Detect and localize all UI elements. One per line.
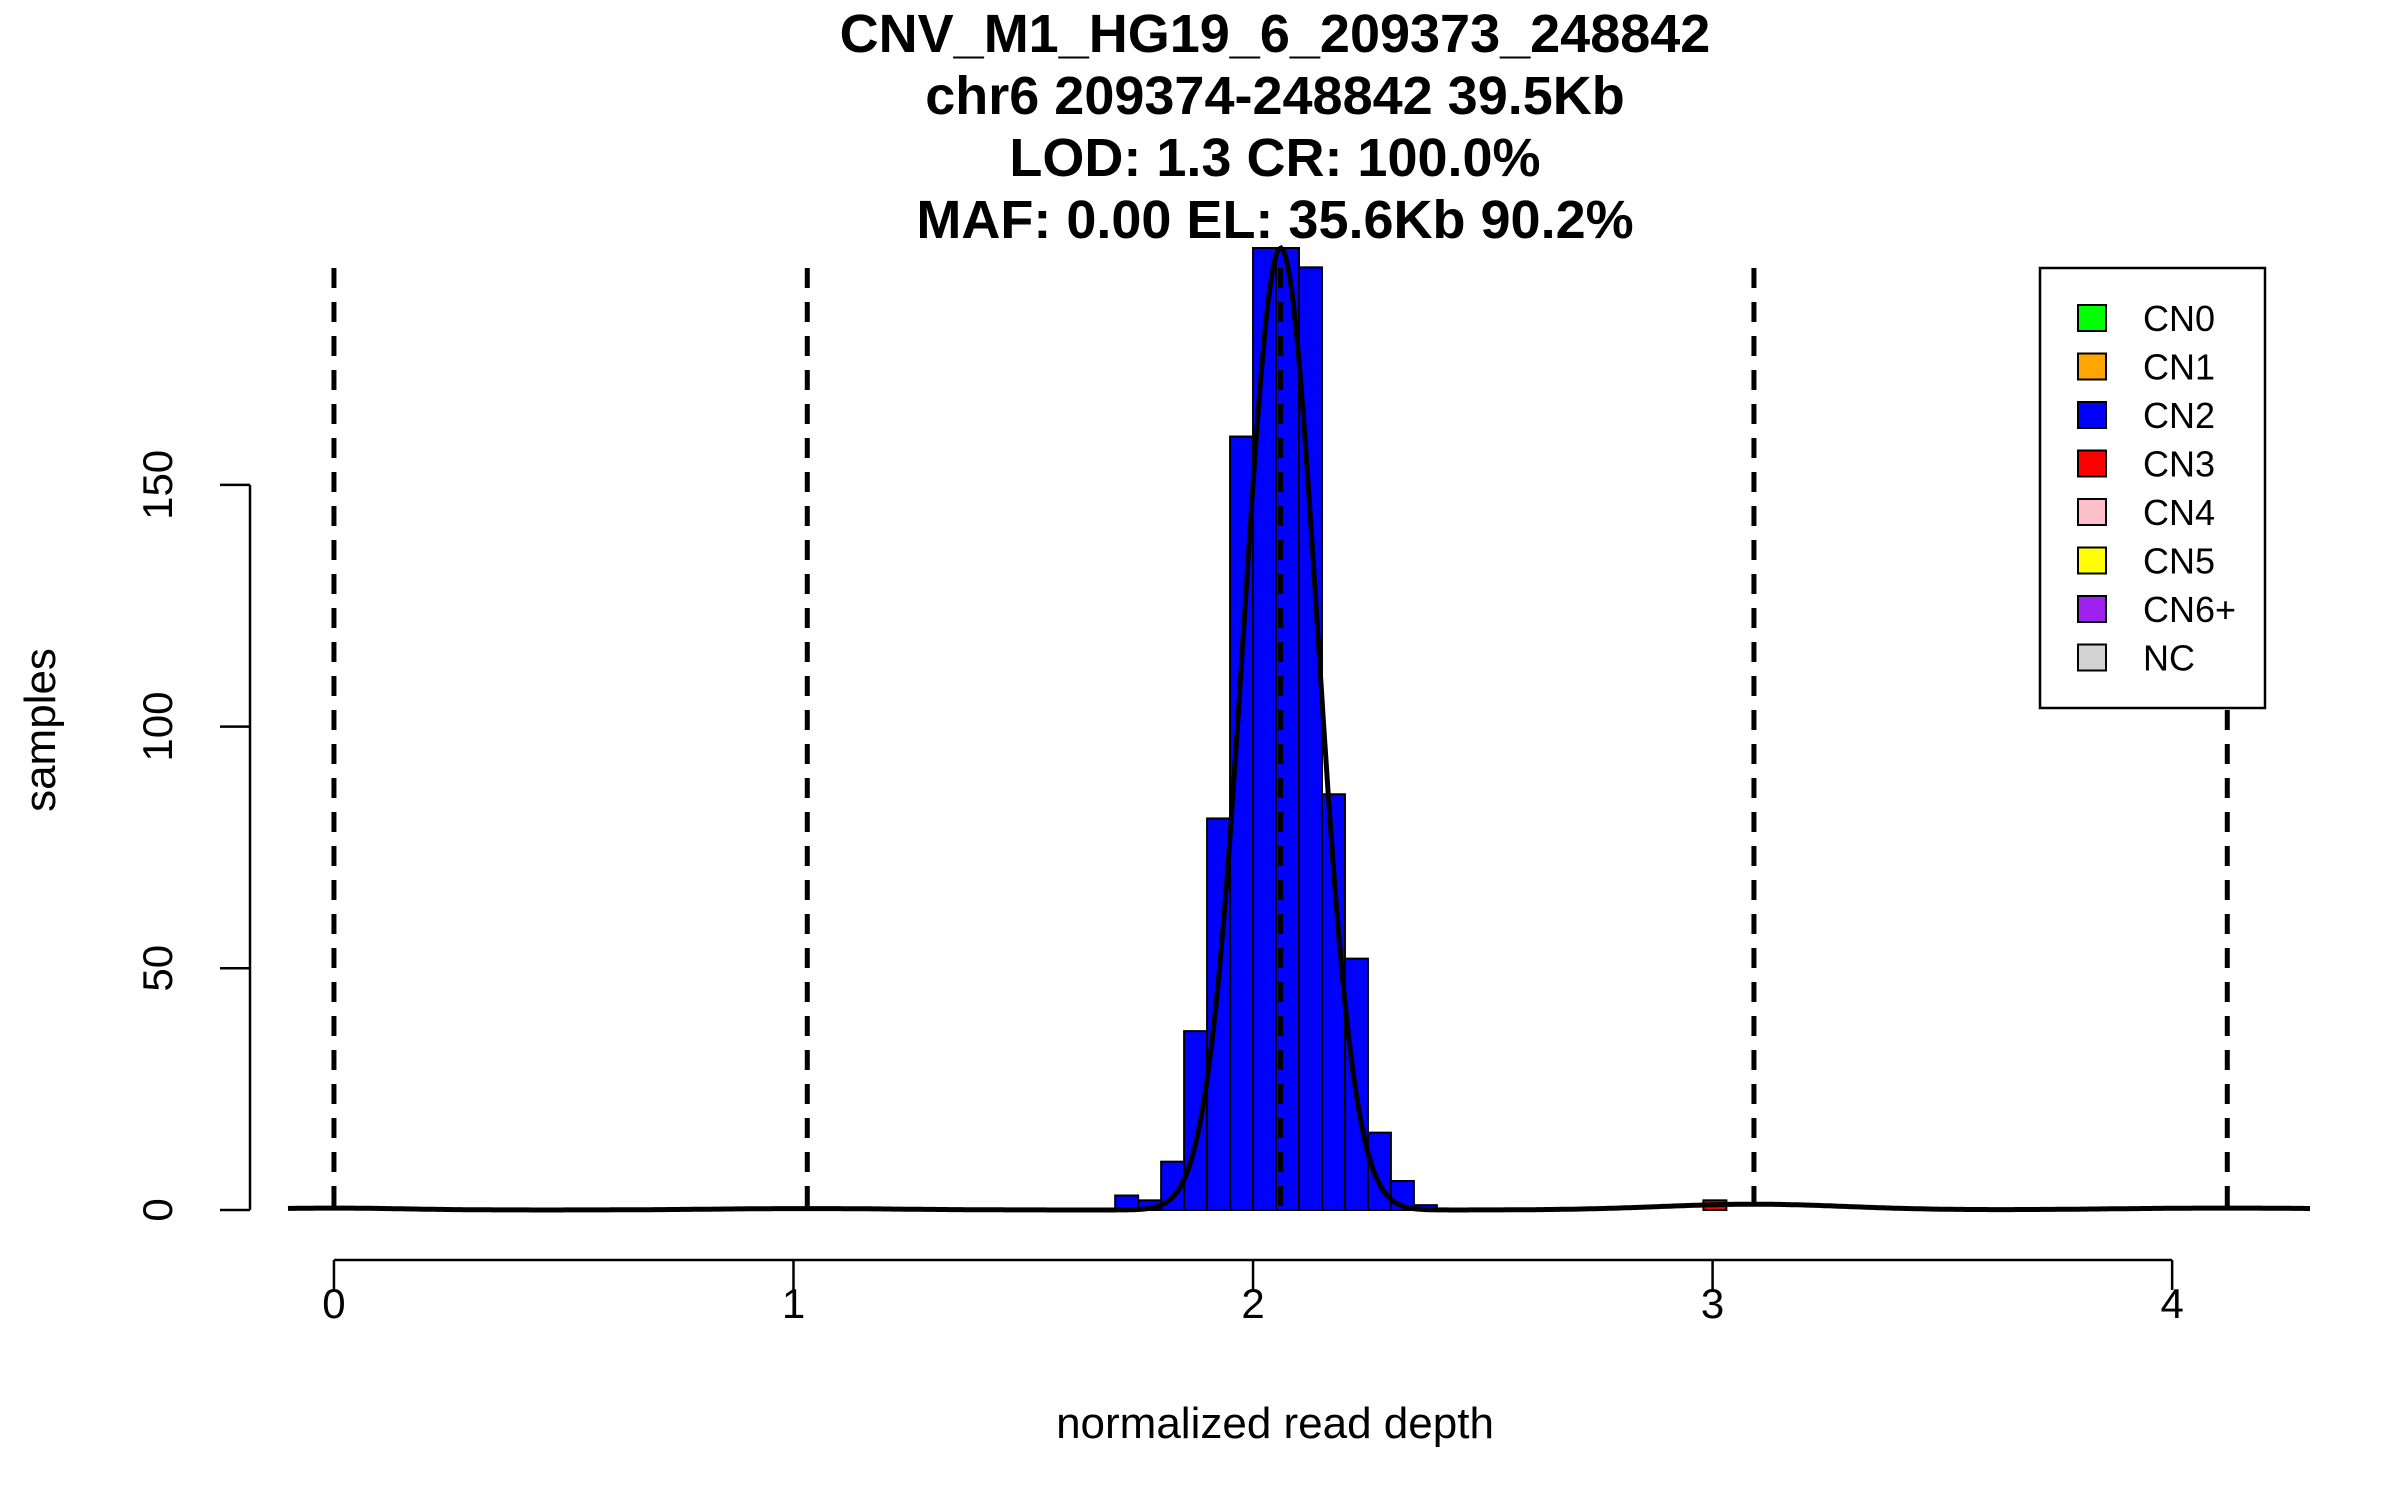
legend-label-6: CN6+ [2143, 589, 2236, 630]
legend-swatch-3 [2077, 449, 2107, 478]
y-tick-label-2: 100 [134, 692, 181, 762]
density-curve [287, 245, 2310, 1213]
x-tick-label-3: 3 [1701, 1280, 1724, 1327]
legend-label-2: CN2 [2143, 395, 2215, 436]
chart-title: CNV_M1_HG19_6_209373_248842 chr6 209374-… [840, 4, 1711, 250]
x-tick-label-0: 0 [322, 1280, 345, 1327]
legend-swatch-7 [2077, 643, 2107, 672]
title-line-2: chr6 209374-248842 39.5Kb [925, 66, 1625, 126]
legend-swatch-2 [2077, 401, 2107, 429]
y-tick-label-1: 50 [134, 945, 181, 992]
legend-label-0: CN0 [2143, 298, 2215, 339]
x-tick-label-4: 4 [2160, 1280, 2183, 1327]
threshold-lines [331, 268, 2230, 1210]
legend: CN0 CN1 CN2 CN3 CN4 CN5 CN6+ NC [2038, 266, 2267, 710]
legend-swatch-4 [2077, 498, 2107, 526]
legend-label-4: CN4 [2143, 492, 2215, 533]
y-axis-label: samples [16, 648, 65, 812]
legend-label-5: CN5 [2143, 541, 2215, 582]
x-tick-label-2: 2 [1241, 1280, 1264, 1327]
y-tick-label-3: 150 [134, 450, 181, 520]
bar-cn2-3 [1183, 1030, 1209, 1211]
title-line-3: LOD: 1.3 CR: 100.0% [1009, 128, 1540, 188]
title-line-4: MAF: 0.00 EL: 35.6Kb 90.2% [916, 190, 1633, 250]
bar-cn2-8 [1298, 266, 1323, 1211]
title-line-1: CNV_M1_HG19_6_209373_248842 [840, 4, 1711, 64]
legend-swatch-6 [2077, 595, 2107, 623]
axes: 0 50 100 150 0 1 2 3 4 [134, 450, 2184, 1327]
legend-box [2038, 266, 2267, 710]
y-tick-label-0: 0 [134, 1198, 181, 1221]
legend-label-1: CN1 [2143, 347, 2215, 388]
x-axis-label: normalized read depth [1056, 1399, 1494, 1448]
legend-swatch-0 [2077, 304, 2107, 332]
legend-swatch-1 [2077, 352, 2107, 381]
legend-label-3: CN3 [2143, 444, 2215, 485]
legend-swatch-5 [2077, 546, 2107, 575]
density-curve-group [287, 245, 2310, 1213]
bar-cn2-6 [1252, 247, 1278, 1211]
x-tick-label-1: 1 [782, 1280, 805, 1327]
legend-label-7: NC [2143, 638, 2195, 679]
